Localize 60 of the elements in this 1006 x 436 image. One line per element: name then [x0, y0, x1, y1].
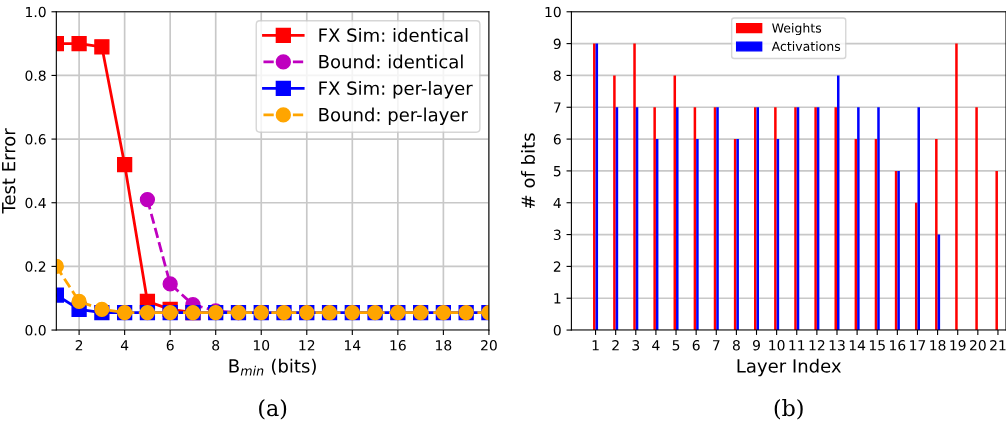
x-tick-label: 19 [950, 340, 966, 351]
y-tick-label: 0 [553, 325, 561, 336]
legend-label: Bound: per-layer [319, 107, 468, 125]
x-tick-label: 17 [910, 340, 926, 351]
x-tick-label: 16 [890, 340, 906, 351]
y-tick-label: 4 [553, 197, 561, 209]
y-tick-label: 1 [554, 293, 561, 304]
x-tick-label: 18 [436, 340, 452, 351]
y-tick-label: 0.6 [25, 134, 46, 145]
x-tick-label: 4 [120, 340, 129, 351]
y-axis-title: # of bits [520, 133, 535, 208]
y-tick-label: 8 [553, 70, 561, 81]
legend-label: FX Sim: identical [319, 28, 468, 42]
x-tick-label: 6 [166, 340, 174, 351]
x-tick-label: 16 [390, 340, 406, 351]
legend-label: FX Sim: per-layer [319, 81, 473, 99]
x-tick-label: 14 [345, 340, 361, 351]
x-tick-label: 1 [592, 340, 599, 351]
x-tick-label: 6 [692, 340, 700, 351]
text: (a) [259, 399, 287, 420]
y-tick-label: 7 [553, 102, 561, 113]
x-tick-label: 15 [869, 340, 885, 351]
y-tick-label: 9 [553, 38, 561, 50]
legend-label: Bound: identical [319, 54, 463, 69]
x-tick-label: 3 [632, 340, 640, 351]
y-tick-label: 3 [553, 229, 561, 241]
y-tick-label: 0.2 [25, 261, 46, 272]
x-tick-label: 4 [652, 340, 660, 351]
y-tick-label: 10 [545, 6, 561, 18]
x-tick-label: 20 [481, 340, 497, 351]
x-tick-label: 10 [253, 340, 270, 351]
y-tick-label: 2 [553, 261, 561, 272]
x-tick-label: 14 [849, 340, 866, 351]
y-tick-label: 1.0 [26, 6, 46, 18]
y-tick-label: 6 [553, 134, 561, 145]
x-tick-label: 9 [752, 340, 760, 351]
x-tick-label: 18 [930, 340, 946, 351]
x-tick-label: 12 [809, 340, 825, 351]
legend-label: Weights [772, 23, 822, 36]
x-axis-title: Layer Index [737, 358, 841, 377]
y-axis-title: Test Error [2, 128, 16, 214]
x-tick-label: 2 [612, 340, 619, 351]
x-tick-label: 2 [75, 340, 83, 351]
x-tick-label: 13 [829, 340, 845, 351]
y-tick-label: 0.0 [25, 325, 46, 336]
x-tick-label: 10 [769, 340, 785, 351]
y-tick-label: 5 [553, 166, 561, 177]
x-tick-label: 7 [712, 340, 720, 351]
x-axis-title: B$_{min}$ (bits) [229, 358, 316, 376]
x-tick-label: 21 [990, 340, 1006, 351]
x-tick-label: 5 [672, 340, 680, 351]
text: (b) [774, 399, 803, 420]
legend-label: Activations [771, 41, 841, 52]
x-tick-label: 12 [299, 340, 315, 351]
x-tick-label: 8 [732, 340, 740, 351]
x-tick-label: 8 [212, 340, 220, 351]
y-tick-label: 0.8 [25, 70, 46, 81]
x-tick-label: 11 [789, 340, 805, 351]
x-tick-label: 20 [970, 340, 986, 351]
y-tick-label: 0.4 [25, 197, 46, 209]
